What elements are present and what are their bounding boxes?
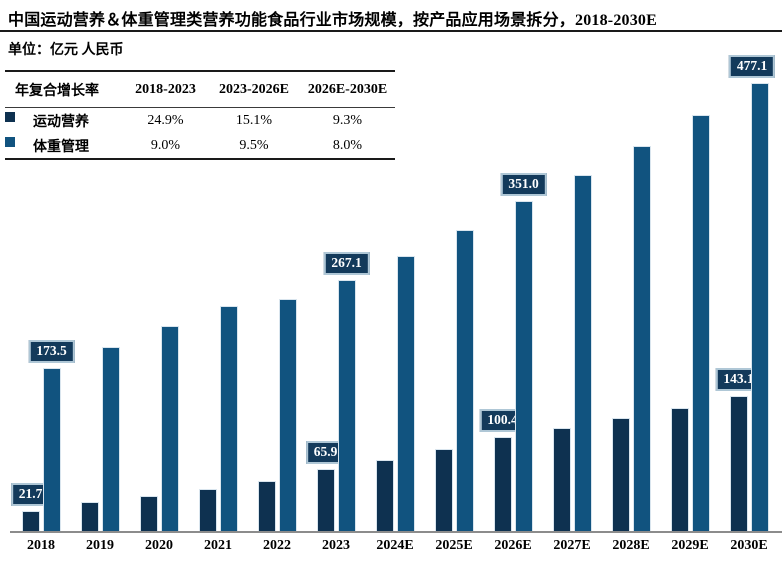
legend-label-sports-nutrition: 运动营养: [33, 114, 89, 130]
bar-weight-management-2029E: [691, 115, 710, 531]
cagr-value: 24.9%: [147, 112, 184, 128]
bar-value-label-sports-nutrition-2026E: 100.4: [479, 409, 526, 432]
x-axis-label-2026E: 2026E: [494, 538, 532, 553]
cagr-value: 9.5%: [239, 137, 269, 153]
bar-sports-nutrition-2024E: [375, 460, 394, 531]
bar-sports-nutrition-2026E: [493, 437, 512, 531]
title-divider: [0, 30, 782, 32]
bar-weight-management-2021: [219, 306, 238, 531]
chart-title: 中国运动营养＆体重管理类营养功能食品行业市场规模，按产品应用场景拆分，2018-…: [8, 12, 658, 29]
cagr-row-weight-management: 体重管理 9.0% 9.5% 8.0%: [5, 133, 395, 158]
x-axis-label-2018: 2018: [27, 538, 55, 553]
cagr-header-metric: 年复合增长率: [15, 83, 99, 99]
bar-weight-management-2023: [337, 280, 356, 531]
bar-weight-management-2019: [101, 347, 120, 531]
cagr-value: 9.3%: [332, 112, 363, 128]
x-axis-label-2029E: 2029E: [671, 538, 709, 553]
x-axis-label-2027E: 2027E: [553, 538, 591, 553]
x-axis-label-2022: 2022: [263, 538, 291, 553]
cagr-value: 15.1%: [235, 112, 273, 128]
bar-value-label-weight-management-2018: 173.5: [28, 340, 75, 363]
bar-sports-nutrition-2020: [139, 496, 158, 531]
cagr-value: 9.0%: [150, 137, 181, 153]
bar-weight-management-2028E: [632, 146, 651, 531]
bar-sports-nutrition-2030E: [729, 396, 748, 531]
x-axis-label-2028E: 2028E: [612, 538, 650, 553]
legend-label-weight-management: 体重管理: [33, 139, 89, 155]
bar-value-label-weight-management-2030E: 477.1: [728, 55, 776, 78]
unit-label: 单位：亿元 人民币: [8, 43, 124, 58]
cagr-table: 年复合增长率 2018-2023 2023-2026E 2026E-2030E …: [5, 70, 395, 160]
bar-sports-nutrition-2023: [316, 469, 335, 531]
bar-sports-nutrition-2019: [80, 502, 99, 531]
x-axis-label-2024E: 2024E: [376, 538, 414, 553]
bar-weight-management-2024E: [396, 256, 415, 531]
bar-sports-nutrition-2021: [198, 489, 217, 531]
cagr-row-sports-nutrition: 运动营养 24.9% 15.1% 9.3%: [5, 108, 395, 133]
x-axis-label-2020: 2020: [145, 538, 173, 553]
cagr-table-header-row: 年复合增长率 2018-2023 2023-2026E 2026E-2030E: [5, 72, 395, 108]
x-axis-label-2021: 2021: [204, 538, 232, 553]
bar-value-label-sports-nutrition-2018: 21.7: [10, 483, 51, 506]
bar-value-label-sports-nutrition-2030E: 143.1: [715, 368, 762, 391]
legend-swatch-weight-management-icon: [5, 136, 15, 147]
bar-sports-nutrition-2028E: [611, 418, 630, 531]
x-axis-line: [10, 531, 782, 533]
bar-value-label-weight-management-2023: 267.1: [323, 252, 370, 275]
cagr-header-2026e-2030e: 2026E-2030E: [307, 81, 388, 97]
bar-weight-management-2026E: [514, 201, 533, 531]
bar-weight-management-2018: [42, 368, 61, 531]
bar-weight-management-2027E: [573, 175, 592, 531]
legend-swatch-sports-nutrition-icon: [5, 111, 15, 122]
bar-weight-management-2025E: [455, 230, 474, 531]
bar-sports-nutrition-2025E: [434, 449, 453, 531]
x-axis-label-2025E: 2025E: [435, 538, 473, 553]
bar-weight-management-2020: [160, 326, 179, 531]
bar-sports-nutrition-2029E: [670, 408, 689, 531]
bar-weight-management-2030E: [750, 83, 769, 531]
x-axis-label-2023: 2023: [322, 538, 350, 553]
bar-sports-nutrition-2022: [257, 481, 276, 531]
bar-weight-management-2022: [278, 299, 297, 531]
x-axis-label-2019: 2019: [86, 538, 114, 553]
bar-value-label-weight-management-2026E: 351.0: [500, 173, 547, 196]
cagr-value: 8.0%: [332, 137, 363, 153]
x-axis-label-2030E: 2030E: [730, 538, 768, 553]
cagr-header-2023-2026e: 2023-2026E: [219, 81, 289, 97]
cagr-header-2018-2023: 2018-2023: [135, 81, 196, 97]
bar-sports-nutrition-2018: [21, 511, 40, 531]
bar-sports-nutrition-2027E: [552, 428, 571, 531]
